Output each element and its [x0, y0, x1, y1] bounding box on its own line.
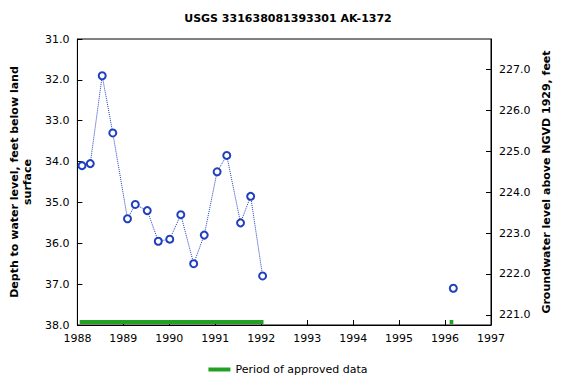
svg-text:226.0: 226.0 [499, 104, 531, 117]
svg-text:1995: 1995 [385, 332, 413, 345]
svg-text:1996: 1996 [431, 332, 459, 345]
svg-text:33.0: 33.0 [45, 114, 70, 127]
svg-text:surface: surface [21, 159, 34, 205]
svg-text:36.0: 36.0 [45, 237, 70, 250]
svg-text:38.0: 38.0 [45, 319, 70, 332]
svg-text:34.0: 34.0 [45, 155, 70, 168]
svg-text:Period of approved data: Period of approved data [235, 363, 367, 376]
svg-text:1988: 1988 [63, 332, 91, 345]
svg-text:222.0: 222.0 [499, 267, 531, 280]
svg-text:1991: 1991 [201, 332, 229, 345]
svg-text:Depth to water level, feet bel: Depth to water level, feet below land [8, 66, 21, 298]
svg-text:225.0: 225.0 [499, 145, 531, 158]
svg-text:1994: 1994 [339, 332, 367, 345]
svg-text:224.0: 224.0 [499, 186, 531, 199]
svg-text:37.0: 37.0 [45, 278, 70, 291]
svg-text:1992: 1992 [247, 332, 275, 345]
svg-text:227.0: 227.0 [499, 63, 531, 76]
svg-text:35.0: 35.0 [45, 196, 70, 209]
svg-text:1989: 1989 [109, 332, 137, 345]
svg-text:Groundwater level above NGVD 1: Groundwater level above NGVD 1929, feet [540, 50, 553, 313]
svg-text:USGS 331638081393301 AK-1372: USGS 331638081393301 AK-1372 [184, 12, 392, 25]
svg-text:223.0: 223.0 [499, 227, 531, 240]
svg-text:1993: 1993 [293, 332, 321, 345]
svg-text:1990: 1990 [155, 332, 183, 345]
svg-text:1997: 1997 [477, 332, 505, 345]
svg-text:32.0: 32.0 [45, 73, 70, 86]
svg-text:31.0: 31.0 [45, 33, 70, 46]
svg-text:221.0: 221.0 [499, 308, 531, 321]
